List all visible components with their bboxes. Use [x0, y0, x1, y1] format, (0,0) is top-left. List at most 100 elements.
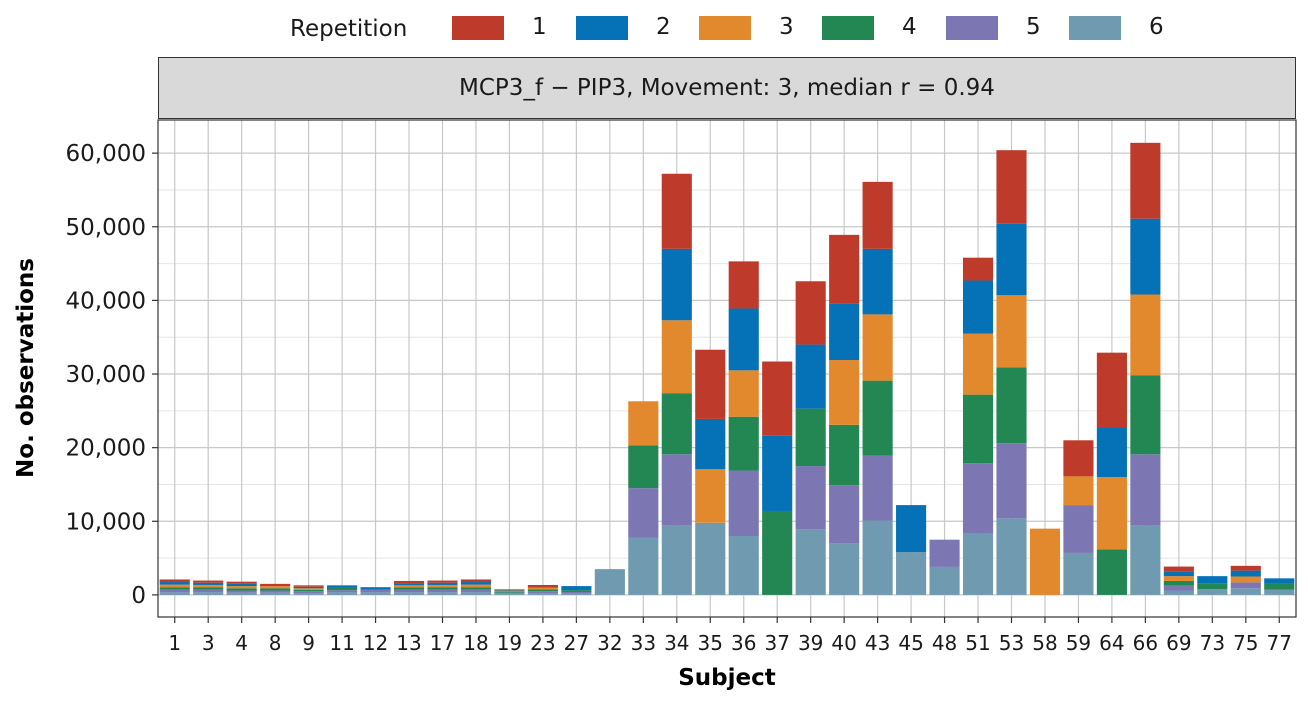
bar-subject-66-rep-5: [1130, 454, 1161, 526]
x-tick-label: 64: [1099, 631, 1124, 655]
bar-subject-17-rep-3: [427, 584, 458, 588]
bar-subject-51-rep-6: [962, 533, 994, 595]
x-tick-label: 1: [168, 631, 181, 655]
y-tick-label: 40,000: [66, 288, 146, 314]
legend-key-3: [699, 16, 751, 40]
bar-subject-37-rep-4: [762, 510, 793, 595]
bar-subject-19-rep-5: [494, 592, 525, 594]
bar-subject-9-rep-5: [293, 591, 324, 594]
bar-subject-9-rep-1: [293, 585, 324, 587]
bar-subject-64-rep-4: [1096, 549, 1127, 595]
bar-subject-11-rep-5: [327, 590, 358, 593]
bar-subject-77-rep-6: [1264, 589, 1295, 595]
x-axis-label: Subject: [678, 665, 776, 691]
bar-subject-17-rep-4: [427, 587, 458, 590]
bar-subject-8-rep-3: [260, 586, 291, 589]
legend-label-6: 6: [1149, 14, 1164, 40]
x-tick-label: 69: [1166, 631, 1191, 655]
bar-subject-35-rep-2: [695, 418, 726, 470]
bar-subject-17-rep-5: [427, 589, 458, 593]
bar-subject-12-rep-2: [360, 587, 391, 590]
bar-subject-3-rep-1: [193, 580, 224, 583]
x-tick-label: 36: [731, 631, 756, 655]
bar-subject-69-rep-5: [1163, 585, 1194, 591]
bar-subject-34-rep-1: [661, 173, 692, 249]
bar-subject-19-rep-4: [494, 591, 525, 593]
panel-strip: MCP3_f − PIP3, Movement: 3, median r = 0…: [158, 57, 1296, 119]
bars: [159, 142, 1295, 595]
x-tick-label: 58: [1032, 631, 1057, 655]
bar-subject-59-rep-6: [1063, 552, 1094, 595]
bar-subject-75-rep-1: [1230, 565, 1261, 571]
bar-subject-4-rep-5: [226, 590, 257, 593]
bar-subject-69-rep-4: [1163, 580, 1194, 586]
legend-key-5: [946, 16, 998, 40]
bar-subject-34-rep-6: [661, 525, 692, 595]
bar-subject-64-rep-3: [1096, 477, 1127, 550]
legend: Repetition 1 2 3 4 5 6: [0, 12, 1308, 46]
bar-subject-35-rep-6: [695, 522, 726, 595]
y-axis-label: No. observations: [13, 258, 39, 478]
bar-subject-18-rep-5: [460, 589, 492, 593]
bar-subject-33-rep-3: [628, 401, 659, 446]
bar-subject-13-rep-2: [393, 583, 425, 586]
bar-subject-36-rep-2: [728, 308, 759, 371]
bar-subject-33-rep-6: [628, 537, 659, 595]
bar-subject-36-rep-1: [728, 261, 759, 309]
legend-label-2: 2: [656, 14, 671, 40]
x-tick-label: 12: [363, 631, 388, 655]
bar-subject-40-rep-2: [829, 303, 860, 361]
bar-subject-51-rep-1: [962, 257, 994, 281]
bar-subject-45-rep-2: [896, 505, 927, 553]
legend-label-4: 4: [902, 14, 917, 40]
legend-key-6: [1069, 16, 1121, 40]
bar-subject-73-rep-2: [1197, 576, 1228, 584]
bar-subject-4-rep-4: [226, 588, 257, 591]
bar-subject-40-rep-1: [829, 234, 860, 304]
bar-subject-13-rep-1: [393, 580, 425, 584]
x-tick-label: 13: [396, 631, 421, 655]
bar-subject-19-rep-2: [494, 589, 525, 591]
legend-key-1: [452, 16, 504, 40]
bar-subject-37-rep-2: [762, 435, 793, 511]
bar-subject-4-rep-1: [226, 581, 257, 584]
x-tick-label: 53: [999, 631, 1024, 655]
x-tick-label: 35: [698, 631, 723, 655]
bar-subject-34-rep-3: [661, 320, 692, 394]
bar-subject-23-rep-3: [527, 587, 558, 590]
y-tick-label: 20,000: [66, 436, 146, 462]
bar-subject-40-rep-5: [829, 485, 860, 544]
bar-subject-53-rep-2: [996, 223, 1027, 296]
legend-label-1: 1: [532, 14, 547, 40]
bar-subject-9-rep-6: [293, 593, 324, 595]
bar-subject-66-rep-3: [1130, 294, 1161, 376]
bar-subject-36-rep-3: [728, 370, 759, 417]
x-tick-label: 23: [530, 631, 555, 655]
bar-subject-13-rep-4: [393, 587, 425, 590]
bar-subject-4-rep-3: [226, 586, 257, 589]
bar-subject-43-rep-5: [862, 455, 893, 521]
x-tick-label: 33: [631, 631, 656, 655]
bar-subject-11-rep-2: [327, 585, 358, 588]
bar-subject-69-rep-6: [1163, 590, 1194, 595]
bar-subject-73-rep-4: [1197, 583, 1228, 590]
bar-subject-36-rep-4: [728, 416, 759, 471]
x-tick-label: 45: [898, 631, 923, 655]
bar-subject-53-rep-6: [996, 518, 1027, 595]
bar-subject-75-rep-5: [1230, 582, 1261, 589]
bar-subject-1-rep-3: [159, 584, 190, 588]
y-tick-label: 0: [131, 583, 146, 609]
bar-subject-19-rep-3: [494, 590, 525, 592]
x-tick-label: 19: [497, 631, 522, 655]
bar-subject-9-rep-4: [293, 589, 324, 592]
bar-subject-53-rep-3: [996, 295, 1027, 368]
bar-subject-75-rep-2: [1230, 570, 1261, 577]
bar-subject-1-rep-4: [159, 587, 190, 590]
x-tick-label: 77: [1267, 631, 1292, 655]
bar-subject-43-rep-6: [862, 520, 893, 595]
bar-subject-18-rep-1: [460, 579, 492, 583]
x-tick-label: 59: [1066, 631, 1091, 655]
bar-subject-66-rep-4: [1130, 375, 1161, 455]
bar-subject-32-rep-6: [594, 569, 625, 595]
